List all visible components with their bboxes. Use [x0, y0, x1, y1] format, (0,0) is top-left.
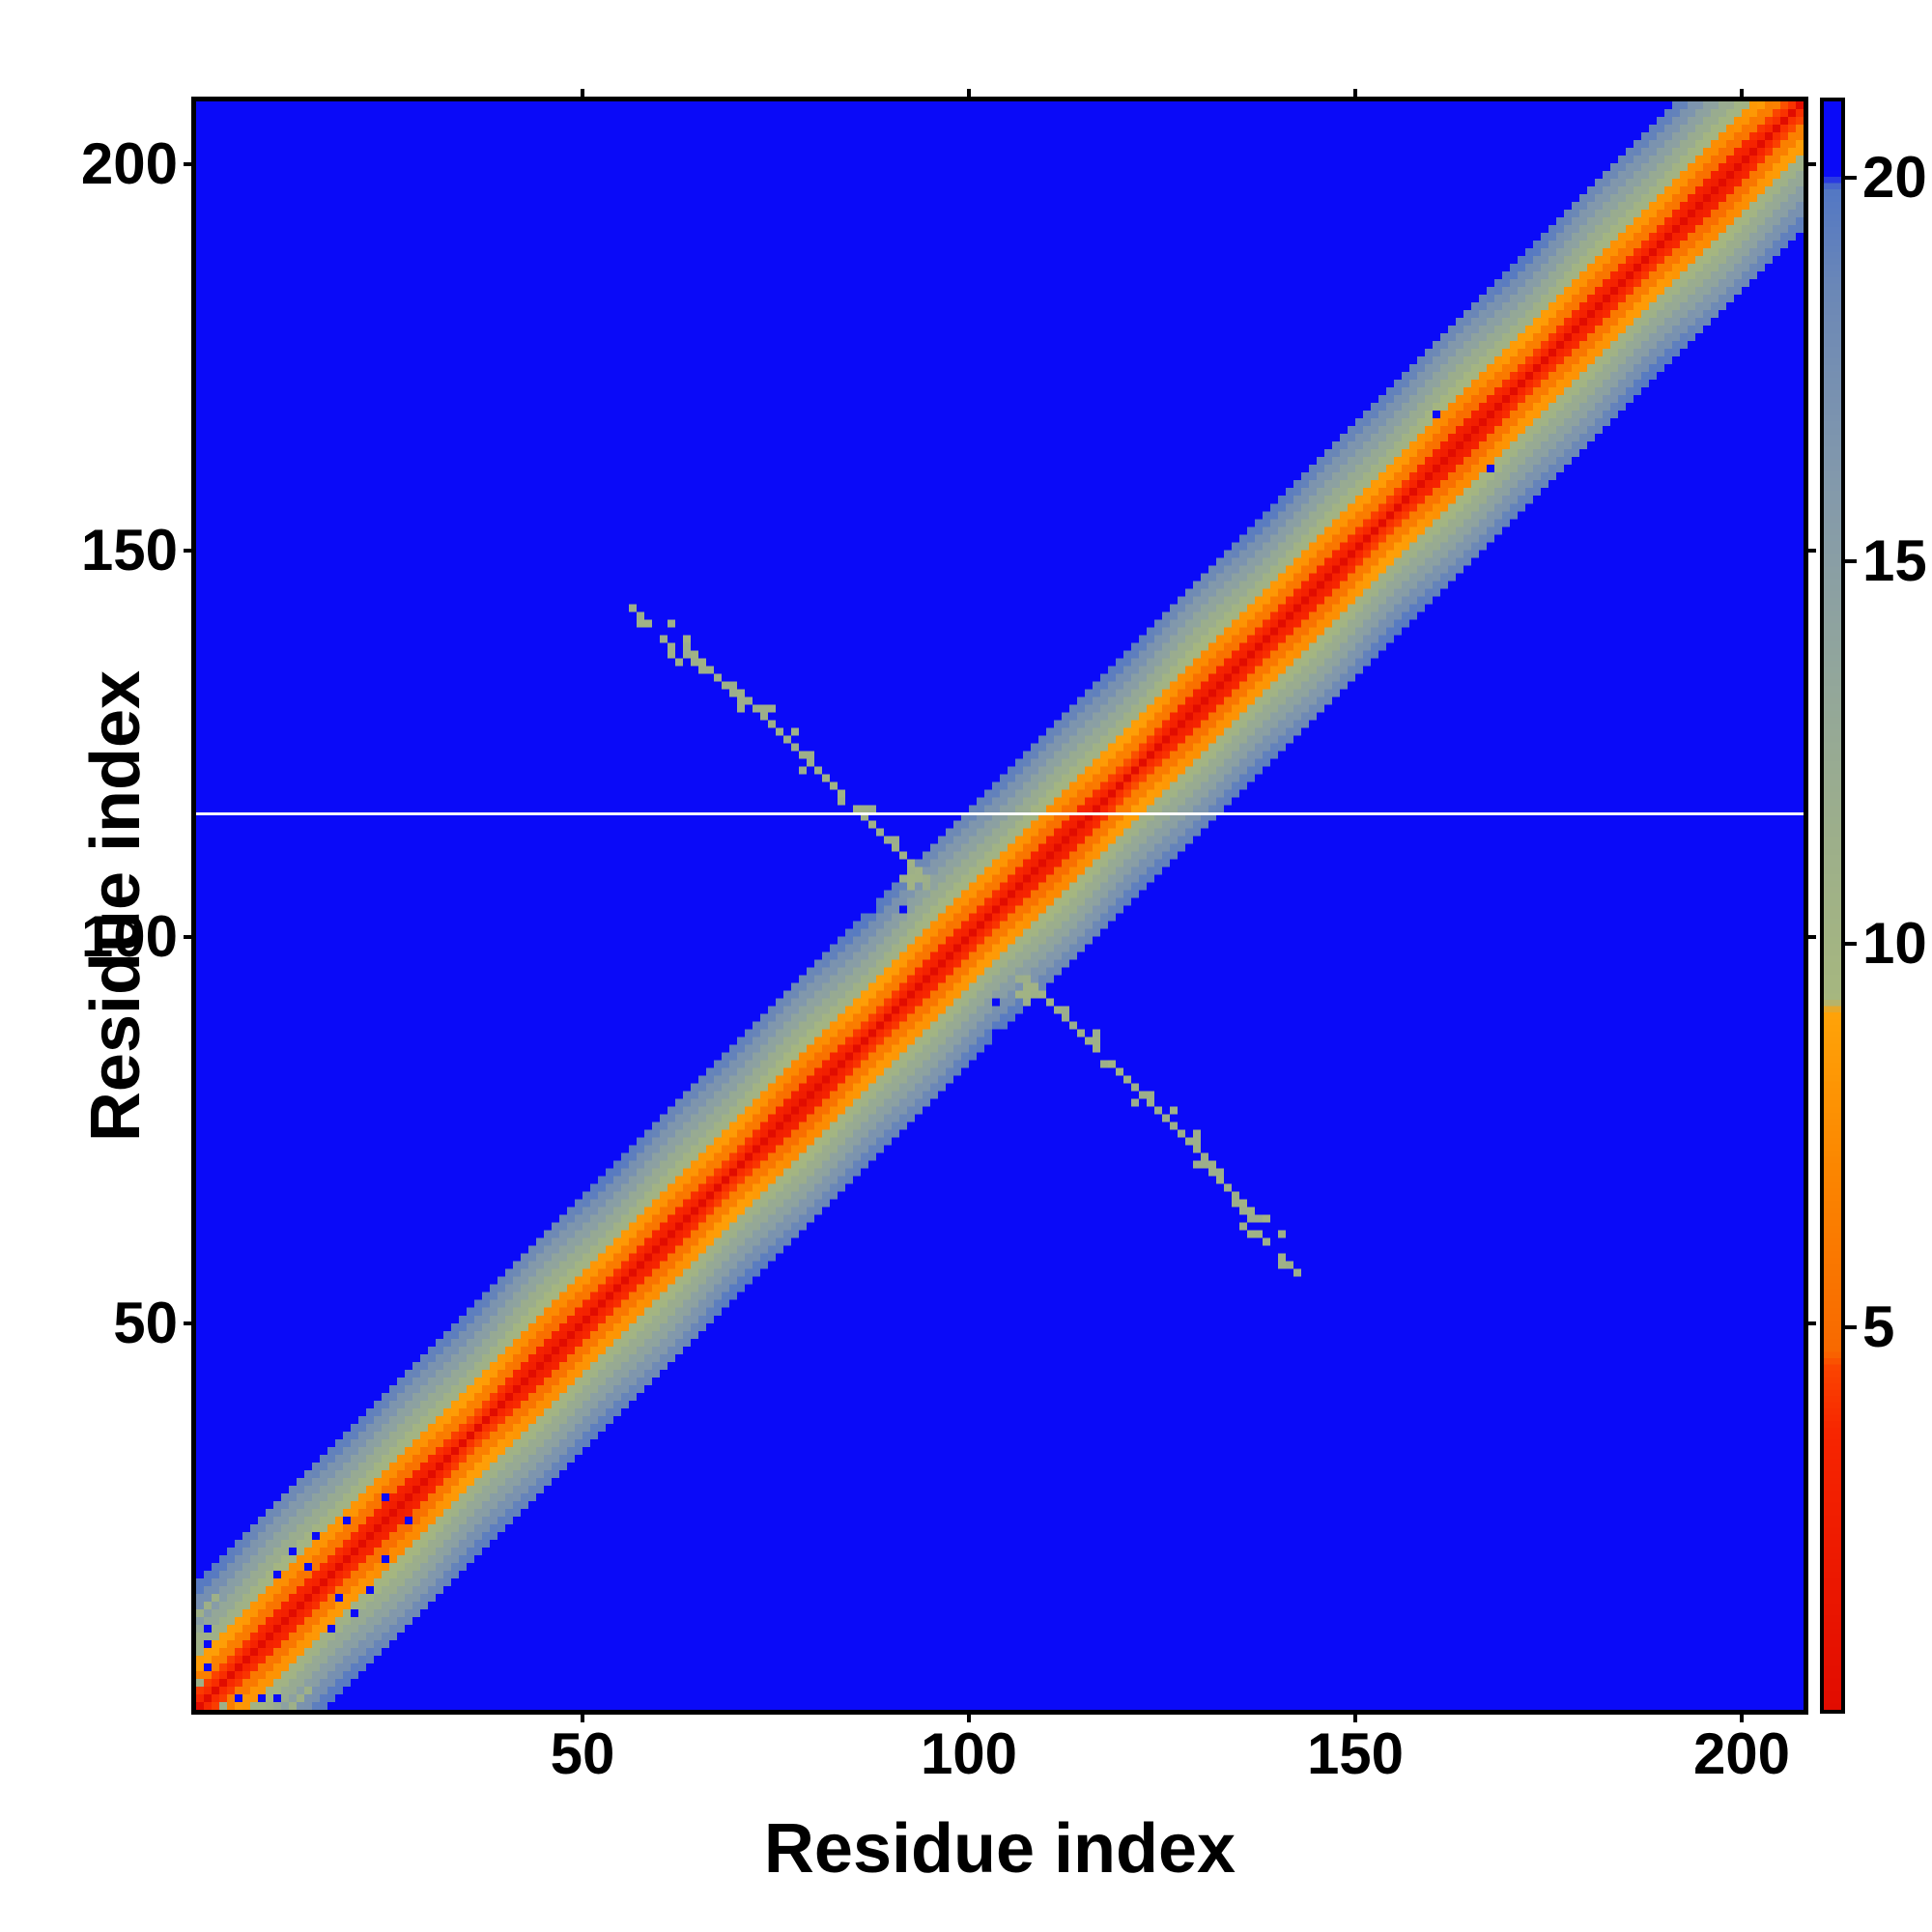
x-tick-top: [581, 89, 584, 101]
colorbar-tick-label: 20: [1862, 145, 1927, 211]
colorbar-tick: [1845, 558, 1857, 563]
x-tick-label: 200: [1692, 1721, 1791, 1786]
x-tick-label: 150: [1306, 1721, 1405, 1786]
x-tick-label: 100: [920, 1721, 1018, 1786]
x-tick-bottom: [967, 1710, 971, 1722]
y-tick-label: 50: [113, 1291, 178, 1355]
distance-matrix-canvas: [196, 101, 1804, 1710]
y-tick-right: [1804, 935, 1816, 939]
colorbar-tick-label: 5: [1862, 1293, 1895, 1359]
x-tick-bottom: [1353, 1710, 1357, 1722]
y-tick-left: [184, 162, 196, 166]
missing-residue-row-line: [196, 812, 1804, 815]
y-tick-right: [1804, 1321, 1816, 1325]
x-tick-top: [967, 89, 971, 101]
y-tick-right: [1804, 162, 1816, 166]
colorbar-tick: [1845, 1324, 1857, 1329]
y-tick-label: 150: [80, 518, 178, 582]
x-tick-top: [1353, 89, 1357, 101]
x-tick-label: 50: [550, 1721, 615, 1786]
x-tick-bottom: [581, 1710, 584, 1722]
y-tick-left: [184, 549, 196, 553]
y-tick-right: [1804, 549, 1816, 553]
x-axis-title: Residue index: [763, 1810, 1236, 1888]
colorbar-tick: [1845, 176, 1857, 181]
colorbar-tick-label: 10: [1862, 911, 1927, 977]
x-tick-bottom: [1740, 1710, 1744, 1722]
colorbar-tick-label: 15: [1862, 527, 1927, 593]
colorbar-tick: [1845, 942, 1857, 947]
y-tick-label: 200: [80, 131, 178, 196]
y-tick-left: [184, 935, 196, 939]
y-tick-label: 100: [80, 904, 178, 969]
x-tick-top: [1740, 89, 1744, 101]
colorbar-gradient: [1824, 101, 1841, 1710]
y-tick-left: [184, 1321, 196, 1325]
